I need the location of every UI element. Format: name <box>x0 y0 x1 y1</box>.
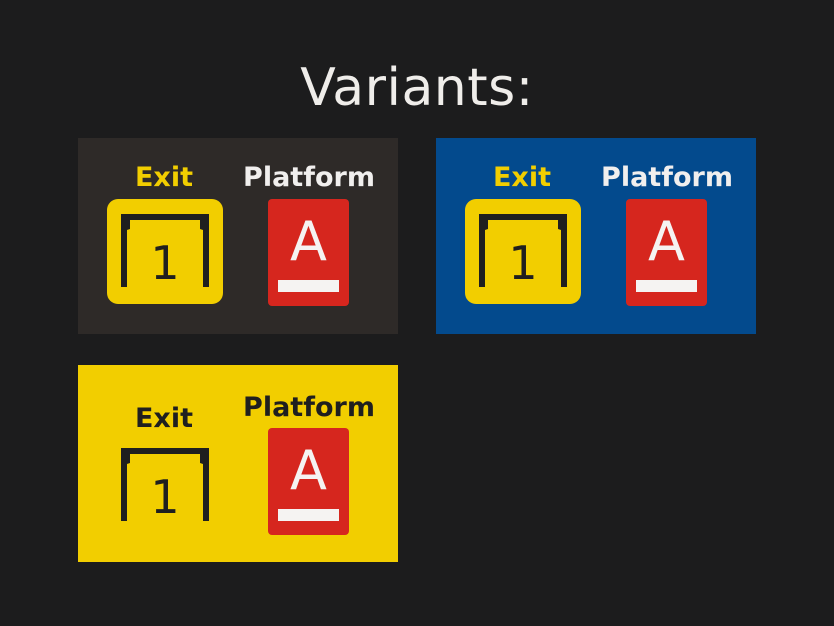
doorway-frame-icon <box>479 214 567 287</box>
platform-letter: A <box>290 210 327 273</box>
exit-sign: 1 <box>107 199 223 304</box>
exit-number: 1 <box>150 470 180 524</box>
platform-sign: A <box>268 199 349 306</box>
variant-panel-yellow: Exit Platform 1 A <box>78 365 398 562</box>
platform-label: Platform <box>243 162 375 193</box>
exit-sign: 1 <box>465 199 581 304</box>
doorway-frame-icon <box>121 214 209 287</box>
exit-label: Exit <box>134 403 194 434</box>
platform-label: Platform <box>601 162 733 193</box>
variant-panel-dark: Exit Platform 1 A <box>78 138 398 334</box>
platform-sign: A <box>626 199 707 306</box>
doorway-frame-icon <box>121 448 209 521</box>
exit-number: 1 <box>150 236 180 290</box>
exit-label: Exit <box>492 162 552 193</box>
exit-number: 1 <box>508 236 538 290</box>
platform-label: Platform <box>243 392 375 423</box>
platform-letter: A <box>648 210 685 273</box>
exit-sign: 1 <box>107 433 223 538</box>
platform-sign: A <box>268 428 349 535</box>
exit-label: Exit <box>134 162 194 193</box>
platform-underline-icon <box>636 280 697 292</box>
platform-underline-icon <box>278 280 339 292</box>
platform-underline-icon <box>278 509 339 521</box>
platform-letter: A <box>290 439 327 502</box>
page-title: Variants: <box>300 58 534 118</box>
variant-panel-blue: Exit Platform 1 A <box>436 138 756 334</box>
